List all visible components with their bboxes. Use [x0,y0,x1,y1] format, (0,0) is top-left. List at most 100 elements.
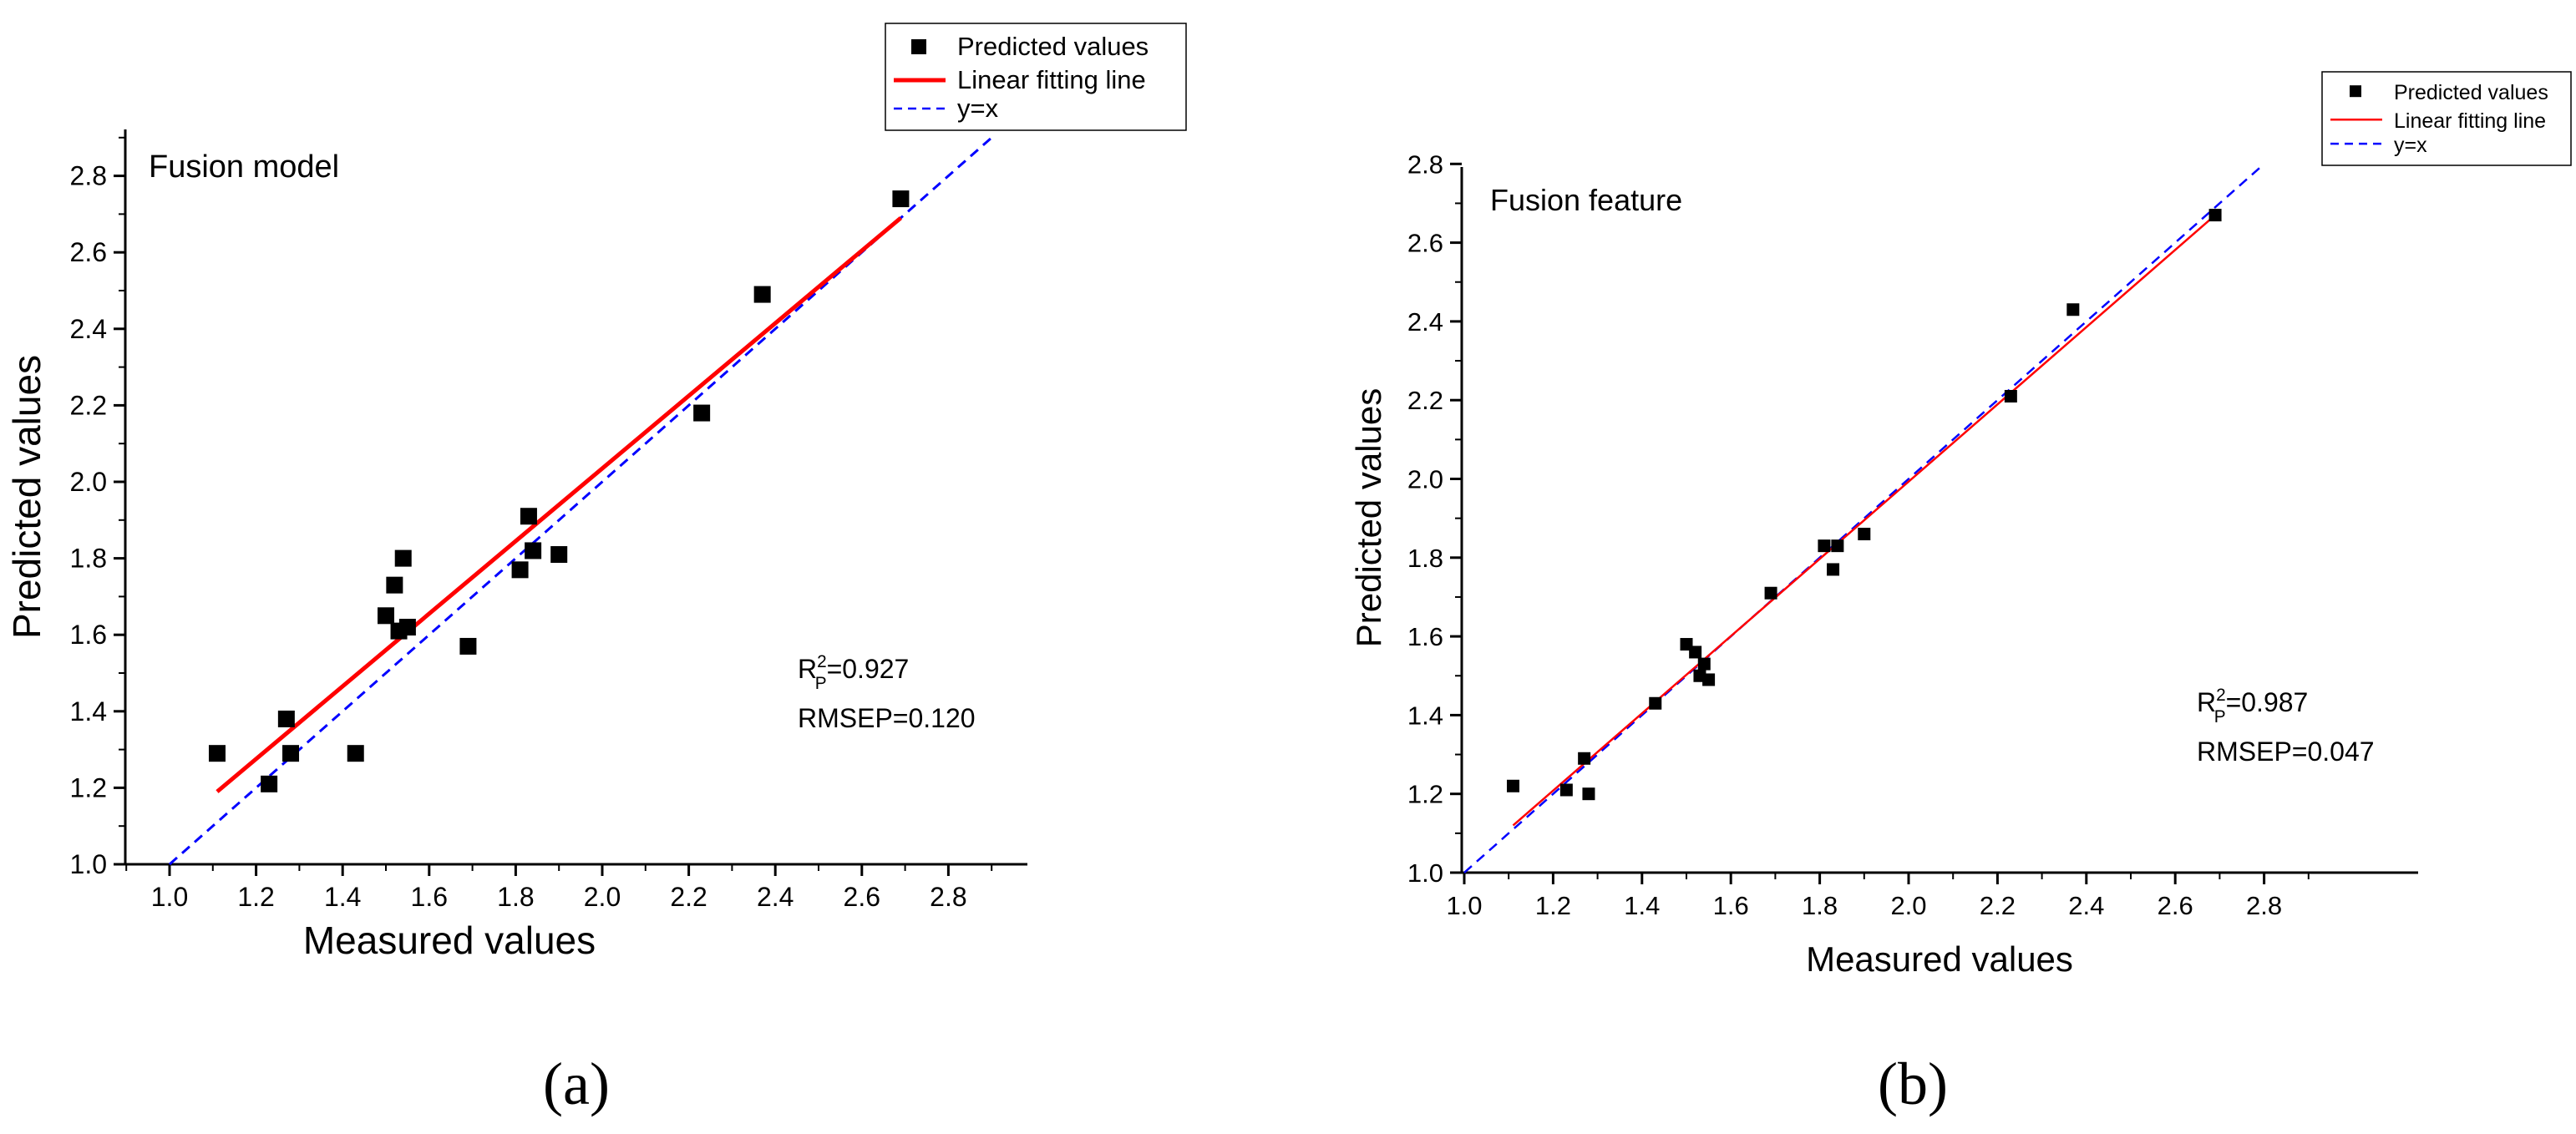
x-tick-label: 1.6 [411,882,448,912]
x-tick-label: 2.2 [670,882,707,912]
x-tick-label: 1.4 [1624,891,1660,920]
data-point [693,404,711,422]
y-tick-label: 2.2 [70,390,107,420]
identity-line [1463,166,2262,873]
y-tick-label: 2.6 [70,237,107,267]
x-tick-label: 2.0 [1890,891,1926,920]
y-tick-label: 1.6 [70,620,107,650]
data-point [1858,528,1871,541]
legend-label: Linear fitting line [2394,109,2546,133]
data-point [1697,657,1711,671]
data-point [520,508,537,525]
x-tick-label: 2.4 [2068,891,2104,920]
data-point [511,561,529,579]
y-tick-label: 2.8 [70,161,107,191]
y-axis-label: Predicted values [5,355,48,639]
legend-label: Predicted values [957,32,1149,61]
data-point [1702,673,1716,686]
data-point [347,745,364,762]
data-point [1649,696,1662,710]
data-point [261,775,278,792]
data-point [753,286,771,303]
y-tick-label: 1.0 [70,849,107,879]
data-point [1764,586,1777,600]
legend-label: y=x [2394,134,2427,157]
data-point [394,549,412,567]
data-point [2208,209,2222,222]
x-tick-label: 2.6 [2158,891,2193,920]
y-tick-label: 2.8 [1407,149,1443,179]
legend-label: Linear fitting line [957,65,1146,94]
linear-fit-line [1512,214,2216,827]
x-tick-label: 1.0 [151,882,188,912]
x-tick-label: 2.6 [844,882,880,912]
x-tick-label: 1.0 [1446,891,1482,920]
data-point [282,745,300,762]
y-tick-label: 2.4 [1407,307,1443,337]
y-tick-label: 2.6 [1407,229,1443,258]
legend-marker-points [2350,85,2361,98]
data-point [550,546,568,564]
y-tick-label: 2.0 [1407,465,1443,494]
data-point [1689,645,1702,659]
x-axis-label: Measured values [303,919,596,962]
data-point [208,745,226,762]
x-tick-label: 2.8 [2246,891,2282,920]
data-point [2066,303,2080,316]
y-tick-label: 2.2 [1407,386,1443,415]
y-tick-label: 1.2 [70,772,107,802]
r2-annotation: R2 P=0.927 [798,652,909,693]
data-point [378,607,394,625]
data-point [1831,539,1844,553]
x-tick-label: 2.0 [584,882,621,912]
legend-label: y=x [957,94,999,123]
x-tick-label: 1.8 [497,882,534,912]
x-axis-label: Measured values [1806,939,2073,979]
data-point [277,710,295,727]
y-tick-label: 1.8 [70,544,107,574]
x-tick-label: 1.4 [324,882,361,912]
data-point [1818,539,1831,553]
data-point [525,542,542,559]
x-tick-label: 1.6 [1713,891,1749,920]
panel-label: (b) [1878,1050,1948,1117]
y-tick-label: 1.6 [1407,622,1443,651]
legend-marker-points [911,39,926,54]
y-tick-label: 1.4 [1407,701,1443,730]
linear-fit-line [216,216,903,793]
x-tick-label: 1.8 [1802,891,1838,920]
y-tick-label: 2.4 [70,314,107,344]
data-point [386,576,403,594]
rmsep-annotation: RMSEP=0.120 [798,703,976,733]
panel-label: (a) [543,1050,610,1117]
y-axis-label: Predicted values [1349,388,1388,648]
data-point [892,190,910,208]
y-tick-label: 1.4 [70,696,107,726]
x-tick-label: 1.2 [237,882,274,912]
x-tick-label: 1.2 [1535,891,1571,920]
x-tick-label: 2.8 [930,882,966,912]
x-tick-label: 2.2 [1980,891,2016,920]
chart-title: Fusion feature [1490,183,1682,217]
data-point [398,619,416,636]
y-tick-label: 1.8 [1407,544,1443,573]
chart-panel-a: 1.0 1.2 1.4 1.6 1.8 2.0 2.2 2.4 2.6 2.8 1.0 1.2 1.4 1… [5,23,1187,1117]
legend-label: Predicted values [2394,81,2548,104]
chart-title: Fusion model [149,149,339,185]
r2-annotation: R2 P=0.987 [2197,686,2308,726]
rmsep-annotation: RMSEP=0.047 [2197,737,2375,767]
data-point [1578,752,1591,765]
legend-box [885,23,1187,131]
y-tick-label: 1.2 [1407,780,1443,809]
data-point [1507,779,1520,792]
y-tick-label: 1.0 [1407,858,1443,888]
data-point [1827,563,1840,576]
y-tick-label: 2.0 [70,467,107,497]
data-point [1559,783,1573,797]
x-tick-label: 2.4 [757,882,794,912]
data-point [459,637,477,655]
data-point [2004,389,2017,402]
